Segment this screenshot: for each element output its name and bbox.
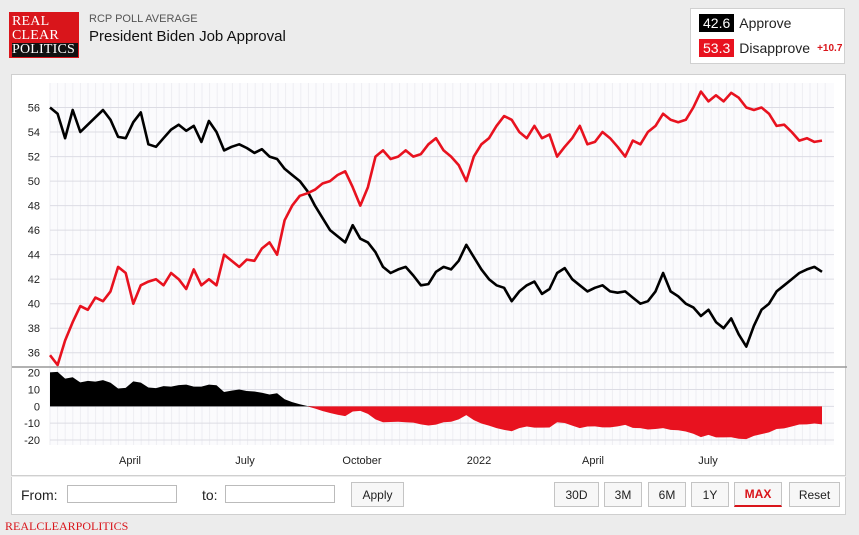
legend: 42.6 Approve 53.3 Disapprove +10.7 <box>690 8 845 64</box>
spread-area-positive <box>50 371 822 407</box>
to-label: to: <box>202 487 218 503</box>
reset-button[interactable]: Reset <box>789 482 840 507</box>
disapprove-label: Disapprove <box>739 40 811 56</box>
logo-line-3: POLITICS <box>12 43 78 57</box>
apply-button[interactable]: Apply <box>351 482 404 507</box>
x-tick-label: April <box>119 455 141 467</box>
from-date-input[interactable] <box>67 485 177 503</box>
disapprove-value: 53.3 <box>699 39 735 57</box>
date-range-controls: From: to: Apply 30D 3M 6M 1Y MAX Reset <box>11 477 846 515</box>
x-tick-label: April <box>582 455 604 467</box>
legend-disapprove: 53.3 Disapprove +10.7 <box>699 38 842 58</box>
spread-tick-label: -10 <box>24 418 40 430</box>
x-tick-label: 2022 <box>467 455 491 467</box>
spread-tick-label: 0 <box>34 401 40 413</box>
approve-value: 42.6 <box>699 14 735 32</box>
y-tick-label: 50 <box>28 176 40 188</box>
spread-value: +10.7 <box>817 42 843 54</box>
x-tick-label: July <box>698 455 718 467</box>
x-tick-label: October <box>342 455 381 467</box>
range-max-button[interactable]: MAX <box>734 482 782 507</box>
spread-tick-label: 10 <box>28 385 40 397</box>
to-date-input[interactable] <box>225 485 335 503</box>
x-tick-label: July <box>235 455 255 467</box>
y-tick-label: 52 <box>28 152 40 164</box>
y-tick-label: 36 <box>28 348 40 360</box>
y-tick-label: 48 <box>28 201 40 213</box>
footer-brand: REALCLEARPOLITICS <box>5 519 129 533</box>
y-tick-label: 44 <box>28 250 40 262</box>
from-label: From: <box>21 487 58 503</box>
y-tick-label: 54 <box>28 127 40 139</box>
chart-title: President Biden Job Approval <box>89 28 286 45</box>
range-30d-button[interactable]: 30D <box>554 482 599 507</box>
y-tick-label: 40 <box>28 299 40 311</box>
y-tick-label: 46 <box>28 225 40 237</box>
y-tick-label: 42 <box>28 274 40 286</box>
spread-tick-label: 20 <box>28 368 40 380</box>
legend-approve: 42.6 Approve <box>699 13 791 33</box>
approve-label: Approve <box>739 15 792 31</box>
chart-svg: 36 38 40 42 44 46 48 50 52 54 56 20 10 0 -10 -20 April Ju… <box>12 83 847 467</box>
chart-supertitle: RCP POLL AVERAGE <box>89 13 198 25</box>
approve-line <box>49 106 823 348</box>
y-tick-label: 38 <box>28 323 40 335</box>
range-1y-button[interactable]: 1Y <box>691 482 729 507</box>
rcp-logo[interactable]: REAL CLEAR POLITICS <box>9 12 79 58</box>
spread-area-negative <box>50 406 822 440</box>
range-6m-button[interactable]: 6M <box>648 482 686 507</box>
chart-area[interactable]: 36 38 40 42 44 46 48 50 52 54 56 20 10 0 -10 -20 April Ju… <box>11 74 847 476</box>
range-3m-button[interactable]: 3M <box>604 482 642 507</box>
logo-line-1: REAL <box>12 14 50 29</box>
disapprove-line <box>48 90 823 367</box>
spread-tick-label: -20 <box>24 435 40 447</box>
logo-line-2: CLEAR <box>12 28 59 43</box>
y-tick-label: 56 <box>28 103 40 115</box>
